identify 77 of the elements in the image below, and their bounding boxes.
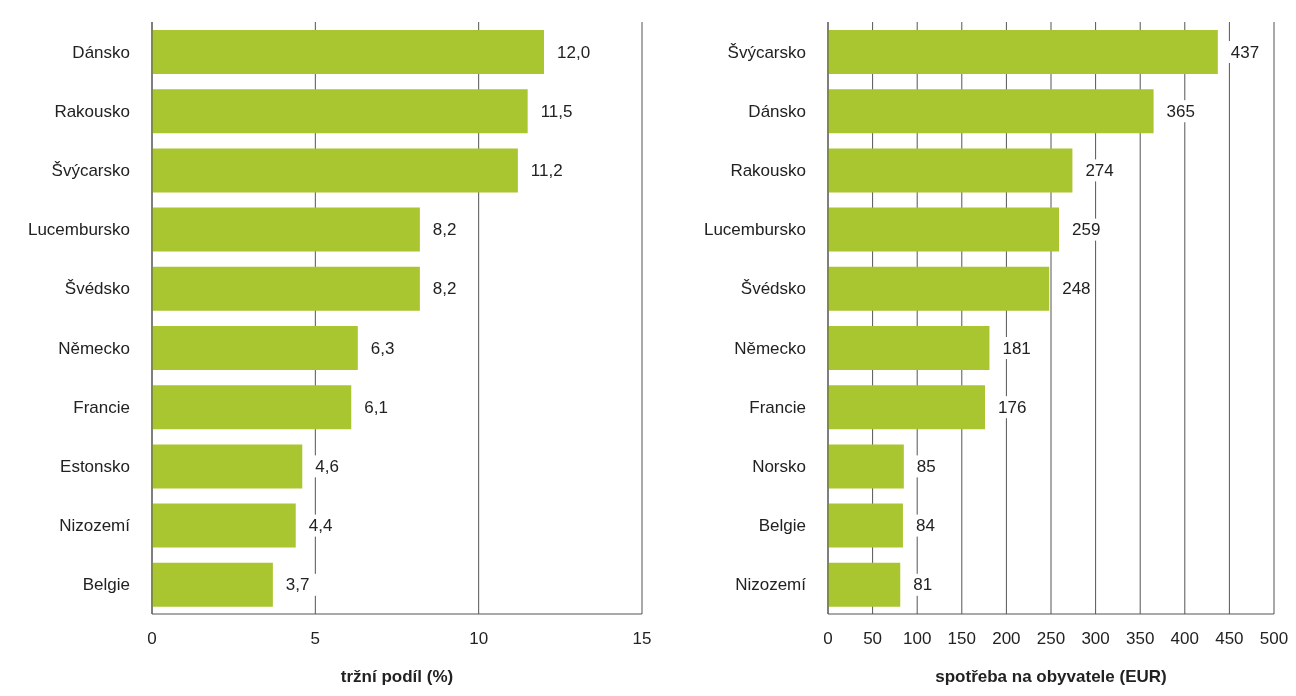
y-tick-label: Německo <box>58 338 130 358</box>
bar <box>152 562 273 607</box>
y-tick-label: Švýcarsko <box>51 161 130 181</box>
x-tick-label: 450 <box>1215 629 1244 649</box>
y-tick-label: Francie <box>73 397 130 417</box>
data-label: 85 <box>916 456 936 476</box>
x-tick-label: 400 <box>1170 629 1199 649</box>
y-tick-label: Švýcarsko <box>727 42 806 62</box>
data-label: 176 <box>997 397 1027 417</box>
y-tick-label: Norsko <box>752 457 806 477</box>
y-tick-label: Estonsko <box>60 457 130 477</box>
data-label: 437 <box>1230 42 1260 62</box>
bar <box>828 503 903 548</box>
y-tick-label: Lucembursko <box>27 220 130 240</box>
data-label: 6,1 <box>364 397 388 417</box>
data-label: 6,3 <box>370 338 395 358</box>
bar <box>828 444 904 489</box>
bar <box>828 562 901 607</box>
y-tick-label: Rakousko <box>730 161 806 181</box>
x-tick-label: 350 <box>1126 629 1155 649</box>
data-label: 12,0 <box>557 42 591 62</box>
x-tick-label: 0 <box>147 629 157 649</box>
x-tick-label: 15 <box>632 629 652 649</box>
data-label: 8,2 <box>432 220 457 240</box>
y-tick-label: Dánsko <box>748 101 806 121</box>
bar <box>152 30 544 74</box>
y-tick-label: Nizozemí <box>735 575 807 595</box>
data-label: 181 <box>1002 338 1031 358</box>
bar <box>828 385 985 430</box>
bar <box>152 207 420 252</box>
x-tick-label: 0 <box>823 629 833 649</box>
data-label: 84 <box>915 516 935 536</box>
x-tick-label: 100 <box>903 629 932 649</box>
data-label: 81 <box>913 575 933 595</box>
x-tick-label: 300 <box>1081 629 1110 649</box>
y-tick-label: Nizozemí <box>59 516 131 536</box>
y-tick-label: Švédsko <box>64 279 130 299</box>
bar <box>152 266 420 311</box>
y-tick-label: Dánsko <box>72 42 130 62</box>
y-tick-label: Švédsko <box>740 279 806 299</box>
x-tick-label: 50 <box>863 629 883 649</box>
bar <box>152 503 296 548</box>
data-label: 259 <box>1072 220 1101 240</box>
data-label: 3,7 <box>285 575 310 595</box>
x-tick-label: 10 <box>469 629 489 649</box>
data-label: 4,4 <box>308 516 333 536</box>
bar <box>828 30 1218 74</box>
x-tick-label: 5 <box>310 629 321 649</box>
y-tick-label: Francie <box>749 397 806 417</box>
y-tick-label: Rakousko <box>54 101 130 121</box>
y-tick-label: Lucembursko <box>703 220 806 240</box>
x-tick-label: 500 <box>1259 629 1289 649</box>
bar <box>152 444 303 489</box>
data-label: 248 <box>1062 279 1091 299</box>
y-tick-label: Belgie <box>82 575 130 595</box>
y-tick-label: Belgie <box>758 516 806 536</box>
bar <box>152 89 528 134</box>
data-label: 11,5 <box>540 101 573 121</box>
x-axis-title: tržní podíl (%) <box>340 667 454 686</box>
data-label: 11,2 <box>530 160 563 180</box>
bar <box>152 326 358 370</box>
bar <box>152 385 352 430</box>
bar <box>828 148 1073 193</box>
x-axis-title: spotřeba na obyvatele (EUR) <box>935 667 1167 686</box>
bar <box>828 207 1060 252</box>
bar <box>828 326 990 370</box>
x-tick-label: 150 <box>947 629 976 649</box>
data-label: 4,6 <box>315 456 339 476</box>
bar <box>152 148 518 193</box>
x-tick-label: 200 <box>992 629 1021 649</box>
x-tick-label: 250 <box>1036 629 1066 649</box>
data-label: 8,2 <box>432 279 457 299</box>
data-label: 274 <box>1085 160 1114 180</box>
y-tick-label: Německo <box>734 338 806 358</box>
bar <box>828 89 1154 134</box>
data-label: 365 <box>1166 101 1195 121</box>
bar <box>828 266 1050 311</box>
